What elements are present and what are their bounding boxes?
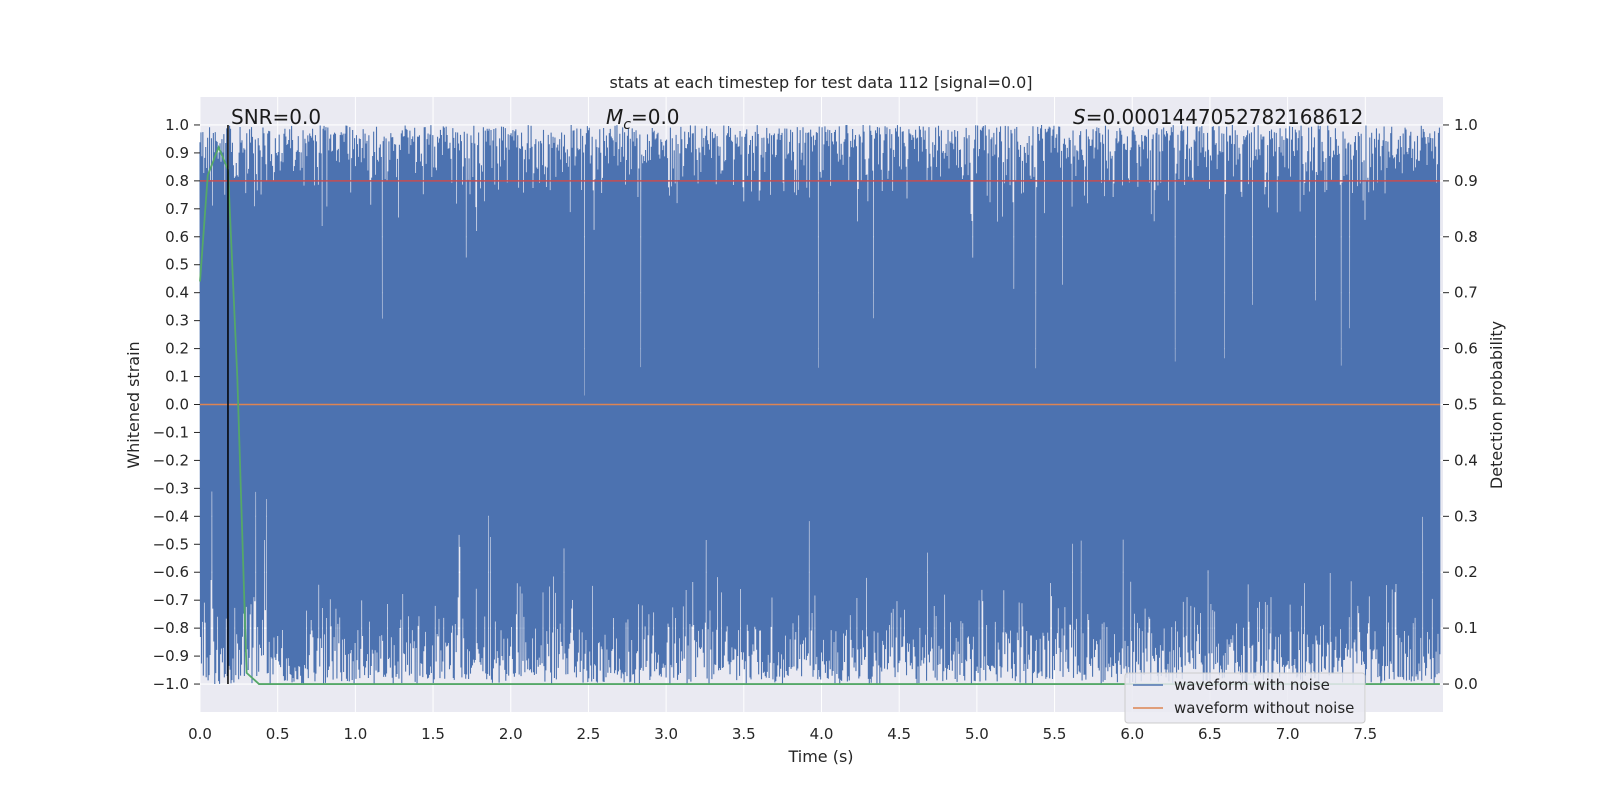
y-left-tick-label: 0.1 [165,368,189,386]
legend: waveform with noise waveform without noi… [1124,672,1366,724]
legend-frame [1124,672,1366,724]
y-left-tick-label: −0.2 [153,451,189,469]
y-left-tick-label: −0.1 [153,423,189,441]
y-right-tick-label: 0.3 [1454,507,1478,525]
y-left-tick-label: −0.5 [153,535,189,553]
x-tick-label: 5.0 [965,725,989,743]
s-annotation: S=0.0001447052782168612 [1073,105,1363,129]
x-tick-label: 6.5 [1198,725,1222,743]
s-value: =0.0001447052782168612 [1086,105,1364,129]
y-left-tick-label: 0.6 [165,228,189,246]
y-left-tick-label: 0.9 [165,144,189,162]
x-tick-label: 1.5 [421,725,445,743]
y-axis-label-right: Detection probability [1487,321,1506,489]
x-tick-label: 3.0 [654,725,678,743]
y-right-tick-label: 0.2 [1454,563,1478,581]
y-left-tick-label: 0.3 [165,312,189,330]
y-left-tick-label: 0.8 [165,172,189,190]
y-left-tick-label: −0.9 [153,647,189,665]
x-tick-label: 1.0 [343,725,367,743]
y-left-tick-label: 0.2 [165,340,189,358]
x-tick-label: 7.0 [1276,725,1300,743]
y-left-tick-label: −0.3 [153,479,189,497]
y-right-tick-label: 0.1 [1454,619,1478,637]
y-left-tick-label: −0.4 [153,507,189,525]
y-left-tick-label: 0.5 [165,256,189,274]
y-right-tick-labels: 1.0 0.9 0.8 0.7 0.6 0.5 0.4 0.3 0.2 0.1 0.0 [1443,116,1478,693]
x-tick-label: 4.0 [810,725,834,743]
x-tick-label: 7.5 [1353,725,1377,743]
y-left-tick-label: 0.0 [165,396,189,414]
y-right-tick-label: 0.9 [1454,172,1478,190]
x-tick-label: 5.5 [1043,725,1067,743]
mc-symbol: M [606,105,623,129]
s-symbol: S [1073,105,1086,129]
y-left-tick-label: −0.6 [153,563,189,581]
y-right-tick-label: 0.6 [1454,340,1478,358]
y-left-tick-label: −0.7 [153,591,189,609]
x-tick-label: 4.5 [887,725,911,743]
x-tick-labels: 0.0 0.5 1.0 1.5 2.0 2.5 3.0 3.5 4.0 4.5 5.0 5.5 6.0 6… [188,725,1377,743]
x-axis-label: Time (s) [787,747,853,766]
y-left-tick-label: 0.7 [165,200,189,218]
y-left-tick-label: −1.0 [153,675,189,693]
y-axis-label-left: Whitened strain [124,341,143,468]
y-left-tick-labels: 1.0 0.9 0.8 0.7 0.6 0.5 0.4 0.3 0.2 0.1 0.0 −0.1 −0.… [153,116,200,693]
y-right-tick-label: 0.8 [1454,228,1478,246]
x-tick-label: 2.5 [577,725,601,743]
lines-layer [199,124,1440,685]
mc-subscript: c [623,117,631,133]
mc-annotation: Mc=0.0 [606,105,680,133]
y-right-tick-label: 0.7 [1454,284,1478,302]
x-tick-label: 6.0 [1120,725,1144,743]
x-tick-label: 0.5 [266,725,290,743]
y-right-tick-label: 0.0 [1454,675,1478,693]
mc-value: =0.0 [631,105,680,129]
chart-title: stats at each timestep for test data 112… [609,73,1032,92]
noise-waveform [199,124,1441,685]
noise-series [199,124,1441,685]
x-tick-label: 3.5 [732,725,756,743]
y-right-tick-label: 0.4 [1454,451,1478,469]
y-left-tick-label: −0.8 [153,619,189,637]
legend-label-noise: waveform with noise [1174,676,1330,694]
snr-annotation: SNR=0.0 [231,105,321,129]
y-left-tick-label: 0.4 [165,284,189,302]
y-left-tick-label: 1.0 [165,116,189,134]
legend-label-clean: waveform without noise [1174,699,1354,717]
y-right-tick-label: 0.5 [1454,396,1478,414]
y-right-tick-label: 1.0 [1454,116,1478,134]
x-tick-label: 2.0 [499,725,523,743]
detection-probability-line [199,144,1440,685]
x-tick-label: 0.0 [188,725,212,743]
